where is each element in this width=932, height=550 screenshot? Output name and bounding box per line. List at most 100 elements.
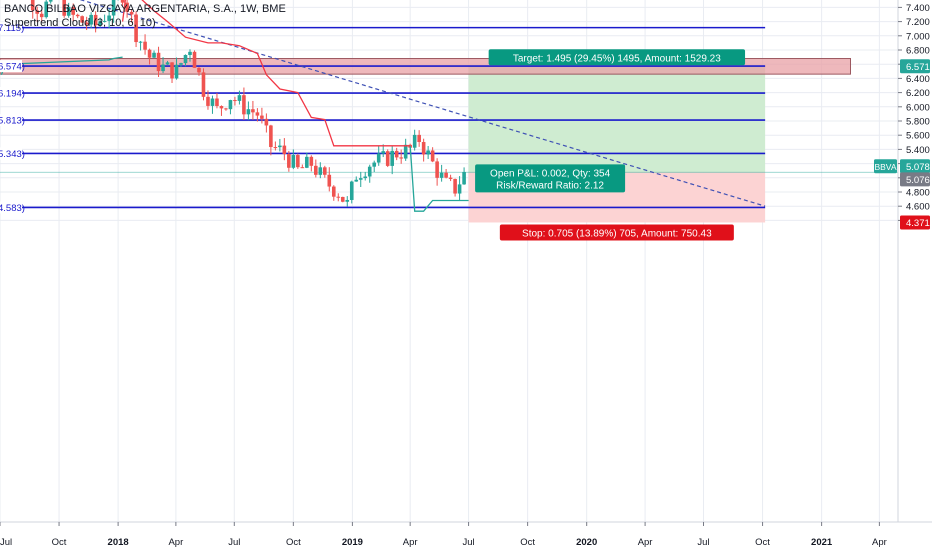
- candle-body: [260, 115, 264, 119]
- candle-body: [417, 134, 421, 143]
- candle-body: [246, 109, 251, 115]
- x-tick-label: Jul: [0, 537, 12, 548]
- position-info-label[interactable]: Open P&L: 0.002, Qty: 354: [490, 168, 611, 179]
- candle-body: [183, 54, 188, 64]
- candle-body: [210, 98, 215, 106]
- level-label: 4.583): [0, 203, 25, 214]
- y-tick-label: 7.200: [906, 17, 930, 28]
- x-tick-label: 2021: [811, 537, 833, 548]
- candle-body: [44, 1, 49, 18]
- candle-body: [237, 95, 242, 101]
- supertrend-up-line: [409, 145, 469, 212]
- level-label-bg: [0, 21, 22, 34]
- x-tick-label: Oct: [755, 537, 770, 548]
- x-tick-label: Apr: [168, 537, 183, 548]
- y-tick-label: 4.800: [906, 188, 930, 199]
- candle-body: [426, 150, 430, 155]
- candle-body: [372, 162, 377, 167]
- y-tick-label: 4.600: [906, 202, 930, 213]
- candle-body: [439, 172, 444, 178]
- x-tick-label: Oct: [52, 537, 67, 548]
- price-axis[interactable]: [898, 0, 932, 550]
- x-tick-label: Apr: [638, 537, 653, 548]
- candle-body: [138, 41, 143, 43]
- candle-body: [309, 156, 314, 166]
- level-label-bg: [0, 114, 22, 127]
- y-tick-label: 6.000: [906, 102, 930, 113]
- candle-body: [75, 14, 80, 17]
- stop-label-bg[interactable]: [499, 224, 734, 241]
- indicator-label[interactable]: Supertrend Cloud (3, 10, 6, 10): [4, 17, 156, 29]
- y-tick-label: 5.800: [906, 117, 930, 128]
- candle-body: [403, 144, 408, 159]
- candle-body: [444, 172, 448, 178]
- candle-body: [287, 154, 291, 168]
- candle-body: [412, 134, 417, 148]
- candle-body: [300, 167, 305, 169]
- candle-body: [331, 186, 336, 197]
- x-tick-label: Apr: [403, 537, 418, 548]
- candle-body: [129, 11, 134, 15]
- x-tick-label: 2020: [576, 537, 597, 548]
- candle-body: [228, 100, 233, 110]
- candle-body: [448, 177, 453, 179]
- candle-body: [71, 6, 75, 15]
- x-tick-label: Apr: [872, 537, 887, 548]
- price-tag-text: 5.076: [906, 175, 930, 186]
- symbol-tag: BBVA: [874, 162, 896, 172]
- y-tick-label: 6.200: [906, 88, 930, 99]
- candle-body: [152, 52, 156, 58]
- candle-body: [35, 10, 40, 14]
- candle-body: [381, 151, 386, 154]
- candle-body: [147, 49, 152, 58]
- position-info-label-bg[interactable]: [475, 164, 626, 193]
- position-info-label[interactable]: Risk/Reward Ratio: 2.12: [496, 180, 604, 191]
- candle-body: [48, 0, 53, 2]
- stop-label[interactable]: Stop: 0.705 (13.89%) 705, Amount: 750.43: [522, 228, 712, 239]
- candle-body: [354, 179, 359, 182]
- y-tick-label: 5.600: [906, 131, 930, 142]
- candle-body: [345, 199, 350, 202]
- level-label-bg: [0, 147, 22, 160]
- candle-body: [66, 6, 71, 16]
- price-tag-stop: [900, 215, 930, 230]
- target-label-bg[interactable]: [488, 49, 746, 66]
- candle-body: [215, 98, 219, 107]
- candle-body: [170, 62, 174, 79]
- candle-body: [322, 167, 327, 175]
- candle-body: [340, 196, 345, 202]
- candle-body: [120, 0, 125, 3]
- level-label: 5.343): [0, 149, 25, 160]
- symbol-tag-bg: [874, 159, 897, 174]
- candle-body: [165, 62, 170, 65]
- candle-body: [219, 106, 224, 109]
- level-label: 5.813): [0, 116, 25, 127]
- target-label[interactable]: Target: 1.495 (29.45%) 1495, Amount: 152…: [513, 53, 721, 64]
- candle-body: [156, 52, 161, 72]
- candle-body: [98, 21, 102, 26]
- candle-body: [242, 95, 246, 115]
- candle-body: [318, 167, 323, 175]
- x-tick-label: Oct: [520, 537, 535, 548]
- candle-body: [363, 176, 368, 179]
- candle-body: [102, 20, 107, 22]
- candle-body: [111, 0, 116, 16]
- candle-body: [39, 13, 44, 18]
- candle-body: [84, 22, 89, 25]
- candle-body: [385, 151, 390, 166]
- candle-body: [314, 165, 318, 175]
- level-label: 7.115): [0, 23, 24, 34]
- time-axis[interactable]: [0, 522, 932, 550]
- candle-body: [457, 184, 462, 194]
- candle-body: [143, 41, 147, 50]
- x-tick-label: 2019: [342, 537, 363, 548]
- candle-body: [358, 178, 363, 180]
- x-tick-label: Jul: [462, 537, 474, 548]
- symbol-title: BANCO BILBAO VIZCAYA ARGENTARIA, S.A., 1…: [4, 3, 286, 15]
- candle-body: [201, 72, 206, 97]
- price-tag-entry: [900, 172, 930, 187]
- supertrend-down-line: [121, 0, 411, 147]
- candle-body: [62, 0, 66, 16]
- x-tick-label: Jul: [228, 537, 240, 548]
